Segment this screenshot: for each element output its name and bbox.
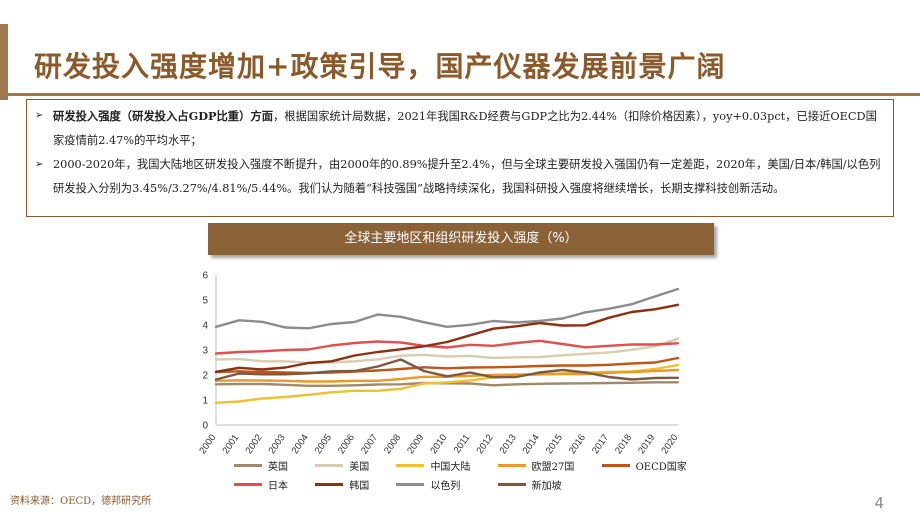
bullet-lead-text: 研发投入强度（研发投入占GDP比重）方面: [53, 109, 273, 123]
x-tick-label: 2004: [290, 432, 311, 456]
x-axis: 2000 2001 2002 2003 2004 2005 2006 2007 2008 2009…: [197, 424, 680, 456]
series-line-4: [214, 356, 680, 375]
legend-item: 美国: [315, 458, 386, 473]
legend-label: 欧盟27国: [531, 462, 575, 473]
legend-item: OECD国家: [601, 458, 704, 473]
x-tick-label: 2015: [544, 432, 565, 456]
legend-label: 美国: [349, 462, 370, 473]
legend-item: 中国大陆: [396, 458, 487, 473]
x-tick-label: 2009: [405, 432, 426, 456]
y-axis: 0 1 2 3 4 5 6: [202, 271, 217, 432]
x-tick-label: 2002: [244, 432, 265, 456]
y-tick-label: 3: [202, 346, 208, 357]
y-tick-label: 0: [202, 421, 208, 432]
x-tick-label: 2016: [567, 432, 588, 456]
y-tick-label: 6: [202, 271, 208, 282]
legend-label: OECD国家: [635, 462, 687, 473]
legend-swatch: [396, 483, 425, 486]
x-tick-label: 2020: [659, 432, 680, 456]
legend-item: 日本: [234, 477, 305, 492]
bullet-body-text: 2000-2020年，我国大陆地区研发投入强度不断提升，由2000年的0.89%…: [53, 158, 881, 195]
x-tick-label: 2013: [498, 432, 519, 456]
bullet-arrow-icon: ➢: [35, 159, 44, 170]
summary-text-box: ➢ 研发投入强度（研发投入占GDP比重）方面，根据国家统计局数据，2021年我国R…: [26, 99, 894, 217]
x-tick-label: 2019: [636, 432, 657, 456]
source-note: 资料来源：OECD，德邦研究所: [10, 496, 152, 507]
x-tick-label: 2007: [359, 432, 380, 456]
series-line-7: [214, 287, 680, 330]
y-tick-label: 2: [202, 371, 208, 382]
legend-swatch: [497, 483, 526, 486]
legend-label: 以色列: [430, 481, 461, 492]
x-tick-label: 2017: [590, 432, 611, 456]
legend-swatch: [601, 464, 630, 467]
series-line-8: [214, 358, 680, 381]
legend-item: 以色列: [396, 477, 487, 492]
legend-swatch: [396, 464, 425, 467]
x-tick-label: 2010: [428, 432, 449, 456]
legend-swatch: [497, 464, 526, 467]
x-tick-label: 2014: [521, 432, 542, 456]
x-tick-label: 2012: [475, 432, 496, 456]
x-tick-label: 2001: [220, 432, 241, 456]
page-number: 4: [874, 494, 884, 512]
legend-swatch: [315, 464, 344, 467]
line-chart: 0 1 2 3 4 5 6 2000 2001 2002 2003 2004 2005 2006 2007…: [197, 271, 680, 457]
x-tick-label: 2006: [336, 432, 357, 456]
legend-swatch: [234, 483, 262, 486]
series-line-5: [214, 339, 680, 355]
bullet-paragraph-1: ➢ 研发投入强度（研发投入占GDP比重）方面，根据国家统计局数据，2021年我国R…: [35, 104, 885, 153]
series-lines: [214, 287, 680, 405]
y-tick-label: 5: [202, 296, 208, 307]
legend-item: 欧盟27国: [497, 458, 592, 473]
legend-label: 日本: [268, 481, 288, 492]
x-tick-label: 2005: [313, 432, 334, 456]
legend-label: 新加坡: [531, 481, 562, 492]
series-line-1: [214, 337, 680, 365]
bullet-paragraph-2: ➢ 2000-2020年，我国大陆地区研发投入强度不断提升，由2000年的0.89…: [35, 153, 885, 201]
x-tick-label: 2008: [382, 432, 403, 456]
y-tick-label: 1: [202, 396, 208, 407]
legend-item: 韩国: [315, 477, 386, 492]
legend-label: 英国: [268, 462, 288, 473]
legend-item: 英国: [234, 458, 305, 473]
chart-legend: 英国 美国 中国大陆 欧盟27国 OECD国家日本 韩国 以色列 新加坡: [234, 458, 704, 492]
x-tick-label: 2018: [613, 432, 634, 456]
y-tick-label: 4: [202, 321, 208, 332]
series-line-6: [214, 303, 680, 374]
bullet-body-text: ，根据国家统计局数据，2021年我国R&D经费与GDP之比为2.44%（扣除价格…: [53, 110, 877, 147]
chart-title: 全球主要地区和组织研发投入强度（%）: [208, 223, 714, 255]
legend-label: 韩国: [349, 481, 370, 492]
legend-swatch: [315, 483, 344, 486]
x-tick-label: 2003: [267, 432, 288, 456]
legend-swatch: [234, 464, 262, 467]
legend-item: 新加坡: [497, 477, 592, 492]
x-tick-label: 2011: [452, 432, 473, 455]
legend-label: 中国大陆: [430, 462, 471, 473]
title-accent-bar: [0, 24, 8, 100]
page-title: 研发投入强度增加+政策引导，国产仪器发展前景广阔: [34, 50, 726, 83]
bullet-arrow-icon: ➢: [35, 110, 44, 121]
title-divider: [0, 93, 920, 96]
x-tick-label: 2000: [197, 432, 218, 456]
